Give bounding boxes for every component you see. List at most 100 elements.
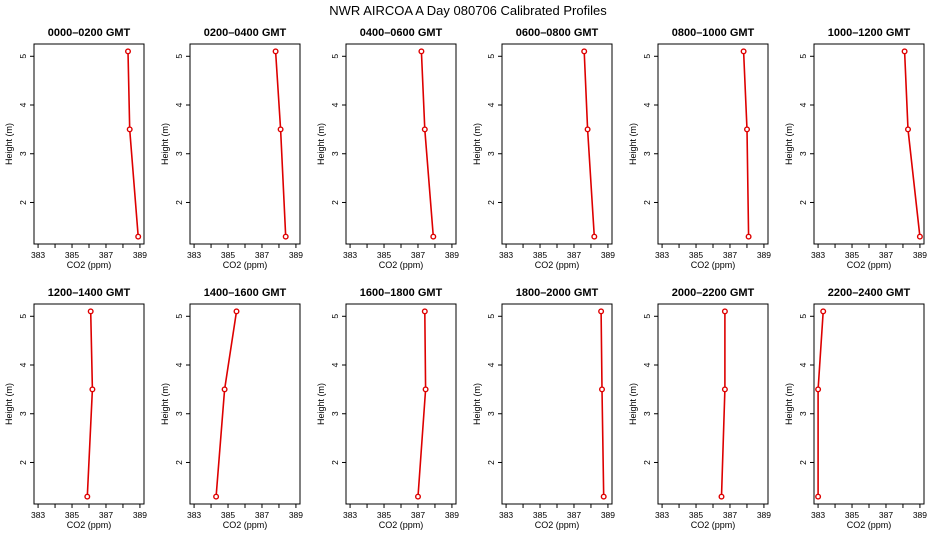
x-axis-label: CO2 (ppm) [535, 520, 580, 530]
x-tick-label: 389 [133, 510, 147, 520]
x-tick-label: 385 [845, 510, 859, 520]
data-point [124, 48, 131, 55]
profile-line [215, 311, 238, 497]
y-axis-label: Height (m) [472, 383, 482, 425]
profile-line [600, 311, 605, 497]
panel: 1000–1200 GMT 383 385 387 389 2 3 4 5 CO2 (ppm) He… [784, 27, 927, 270]
x-axis-label: CO2 (ppm) [379, 260, 424, 270]
x-axis-label: CO2 (ppm) [223, 520, 268, 530]
profile-line [420, 51, 435, 237]
x-tick-label: 383 [811, 510, 825, 520]
data-point [418, 48, 425, 55]
y-axis-label: Height (m) [160, 123, 170, 165]
y-tick-label: 2 [486, 460, 496, 465]
x-tick-label: 387 [99, 510, 113, 520]
x-tick-label: 389 [445, 510, 459, 520]
panel-title: 1400–1600 GMT [204, 287, 287, 299]
y-tick-label: 2 [642, 200, 652, 205]
panel-title: 0400–0600 GMT [360, 27, 443, 39]
x-tick-label: 387 [567, 250, 581, 260]
x-tick-label: 385 [65, 510, 79, 520]
data-point [916, 233, 923, 240]
y-tick-label: 3 [642, 411, 652, 416]
panel: 0400–0600 GMT 383 385 387 389 2 3 4 5 CO2 (ppm) He… [316, 27, 459, 270]
panel-grid: 0000–0200 GMT 383 385 387 389 2 3 4 5 CO2 (ppm) He… [4, 27, 927, 530]
y-axis-label: Height (m) [316, 123, 326, 165]
plot-frame [345, 303, 457, 505]
data-point [721, 308, 728, 315]
panel-title: 1600–1800 GMT [360, 287, 443, 299]
y-tick-label: 4 [18, 102, 28, 107]
plot-frame [657, 303, 769, 505]
panel-title: 1000–1200 GMT [828, 27, 911, 39]
x-tick-label: 389 [913, 250, 927, 260]
y-tick-label: 3 [642, 151, 652, 156]
data-point [740, 48, 747, 55]
y-tick-label: 4 [174, 362, 184, 367]
profile-line [127, 51, 139, 237]
x-tick-label: 387 [723, 510, 737, 520]
x-axis-label: CO2 (ppm) [847, 520, 892, 530]
data-point [584, 126, 591, 133]
y-tick-label: 4 [18, 362, 28, 367]
profile-line [742, 51, 750, 237]
panel-title: 2000–2200 GMT [672, 287, 755, 299]
x-tick-label: 385 [221, 510, 235, 520]
data-point [221, 386, 228, 393]
y-tick-label: 4 [642, 362, 652, 367]
y-tick-label: 3 [798, 411, 808, 416]
panel-title: 1800–2000 GMT [516, 287, 599, 299]
data-point [721, 386, 728, 393]
data-point [905, 126, 912, 133]
x-tick-label: 387 [99, 250, 113, 260]
x-tick-label: 389 [757, 250, 771, 260]
x-tick-label: 387 [723, 250, 737, 260]
panel: 0000–0200 GMT 383 385 387 389 2 3 4 5 CO2 (ppm) He… [4, 27, 147, 270]
plot-frame [501, 303, 613, 505]
panel: 1600–1800 GMT 383 385 387 389 2 3 4 5 CO2 (ppm) He… [316, 287, 459, 530]
x-tick-label: 383 [31, 510, 45, 520]
panel-title: 1200–1400 GMT [48, 287, 131, 299]
data-point [213, 493, 220, 500]
x-axis-label: CO2 (ppm) [691, 520, 736, 530]
profile-line [86, 311, 94, 497]
x-tick-label: 383 [343, 250, 357, 260]
y-axis-label: Height (m) [472, 123, 482, 165]
y-tick-label: 5 [18, 314, 28, 319]
y-tick-label: 3 [798, 151, 808, 156]
y-tick-label: 4 [486, 362, 496, 367]
y-tick-label: 2 [798, 200, 808, 205]
data-point [901, 48, 908, 55]
y-axis-label: Height (m) [4, 383, 14, 425]
y-tick-label: 2 [174, 460, 184, 465]
y-tick-label: 2 [486, 200, 496, 205]
y-tick-label: 3 [174, 151, 184, 156]
data-point [599, 386, 606, 393]
panel: 1800–2000 GMT 383 385 387 389 2 3 4 5 CO2 (ppm) He… [472, 287, 615, 530]
plot-frame [501, 43, 613, 245]
x-tick-label: 385 [377, 510, 391, 520]
data-point [421, 308, 428, 315]
x-tick-label: 389 [601, 250, 615, 260]
x-tick-label: 387 [567, 510, 581, 520]
x-axis-label: CO2 (ppm) [379, 520, 424, 530]
data-point [815, 386, 822, 393]
y-tick-label: 5 [486, 314, 496, 319]
x-tick-label: 385 [533, 510, 547, 520]
y-tick-label: 5 [18, 54, 28, 59]
data-point [598, 308, 605, 315]
y-tick-label: 4 [330, 102, 340, 107]
x-axis-label: CO2 (ppm) [223, 260, 268, 270]
x-axis-label: CO2 (ppm) [67, 260, 112, 270]
data-point [135, 233, 142, 240]
y-tick-label: 5 [174, 314, 184, 319]
x-tick-label: 385 [689, 510, 703, 520]
data-point [745, 233, 752, 240]
y-tick-label: 2 [18, 200, 28, 205]
x-tick-label: 389 [913, 510, 927, 520]
data-point [282, 233, 289, 240]
x-axis-label: CO2 (ppm) [535, 260, 580, 270]
panel: 2200–2400 GMT 383 385 387 389 2 3 4 5 CO2 (ppm) He… [784, 287, 927, 530]
panel-title: 0800–1000 GMT [672, 27, 755, 39]
